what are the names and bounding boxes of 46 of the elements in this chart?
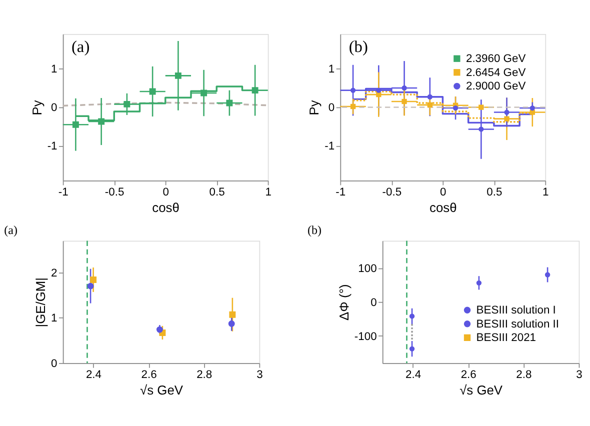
legend-label: 2.9000 GeV [466,80,526,93]
legend-label: BESIII 2021 [476,332,536,344]
x-tick-label: 2.8 [196,369,212,382]
legend-label: 2.6454 GeV [466,66,526,79]
y-axis-title: Py [306,100,322,116]
chart-title: (a) [4,223,18,238]
y-tick-label: -1 [324,140,335,153]
y-tick-label: 100 [358,262,377,275]
x-tick-label: -0.5 [104,186,124,199]
legend-label: 2.3960 GeV [466,53,526,66]
x-tick-label: 2.6 [460,369,476,382]
chart-title: (b) [307,223,322,238]
x-tick-label: 0 [440,186,446,199]
x-tick-label: -0.5 [382,186,402,199]
x-tick-label: 1 [542,186,549,199]
annotation: (b) [348,37,368,56]
x-axis-title: √s GeV [140,382,184,398]
x-tick-label: 0 [162,186,169,199]
annotation: (a) [71,37,90,56]
y-tick-label: 1 [51,312,58,325]
x-tick-label: 0.5 [486,186,502,199]
y-tick-label: 2 [51,267,58,280]
y-axis-title: Py [29,100,44,116]
x-tick-label: 3 [576,369,582,382]
y-tick-label: 0 [51,358,58,370]
y-tick-label: 1 [51,64,58,76]
x-tick-label: 2.6 [141,369,157,382]
legend-label: BESIII solution I [476,304,556,317]
x-tick-label: 2.4 [86,369,102,382]
y-tick-label: 0 [328,102,335,114]
x-axis-title: cosθ [152,200,180,215]
y-tick-label: -1 [47,140,58,153]
x-tick-label: 1 [265,186,272,199]
y-tick-label: 0 [370,296,377,309]
y-tick-label: 1 [328,64,335,76]
x-tick-label: 0.5 [209,186,225,199]
y-axis-title: ΔΦ (°) [336,284,352,320]
x-tick-label: 2.4 [406,369,422,382]
x-tick-label: 2.8 [516,369,532,382]
y-tick-label: 0 [51,102,58,114]
x-tick-label: 3 [256,369,263,382]
x-axis-title: √s GeV [460,382,503,398]
x-axis-title: cosθ [430,200,457,215]
y-tick-label: -100 [354,330,377,343]
legend-label: BESIII solution II [476,318,560,330]
y-axis-title: |GE/GM| [33,277,48,328]
